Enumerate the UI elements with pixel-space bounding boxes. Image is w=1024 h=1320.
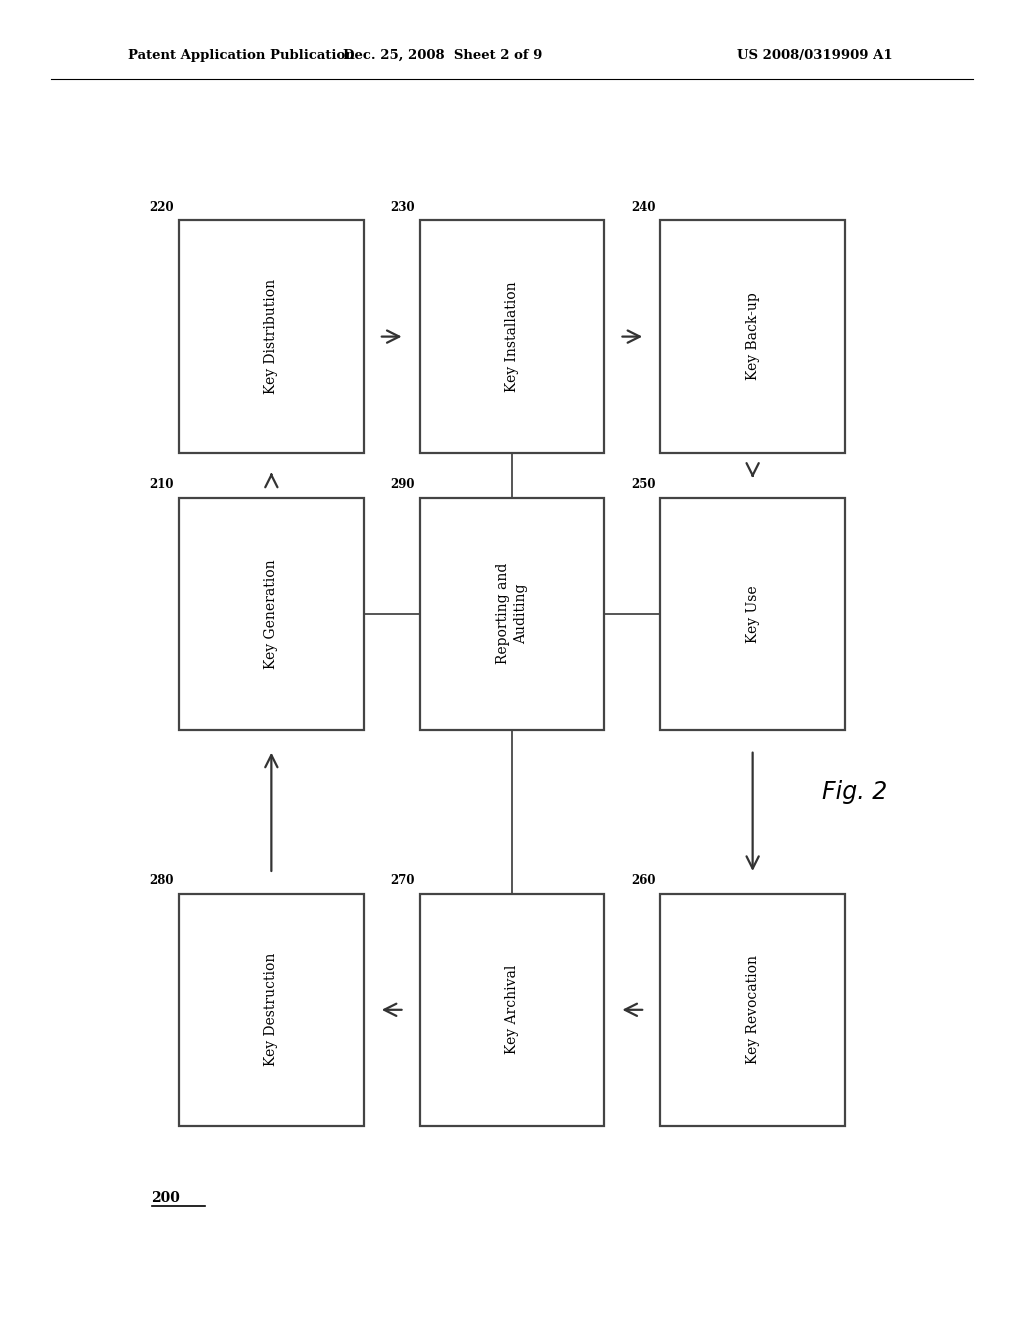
Bar: [660, 498, 845, 730]
Bar: [179, 498, 364, 730]
Bar: [420, 894, 604, 1126]
Bar: [179, 894, 364, 1126]
Text: 260: 260: [631, 874, 655, 887]
Text: 230: 230: [390, 201, 415, 214]
Bar: [179, 220, 364, 453]
Text: 250: 250: [631, 478, 655, 491]
Text: Key Revocation: Key Revocation: [745, 956, 760, 1064]
Text: 210: 210: [150, 478, 174, 491]
Text: Dec. 25, 2008  Sheet 2 of 9: Dec. 25, 2008 Sheet 2 of 9: [343, 49, 542, 62]
Text: Key Destruction: Key Destruction: [264, 953, 279, 1067]
Text: Key Installation: Key Installation: [505, 281, 519, 392]
Bar: [660, 220, 845, 453]
Text: Key Generation: Key Generation: [264, 558, 279, 669]
Text: 290: 290: [390, 478, 415, 491]
Text: 270: 270: [390, 874, 415, 887]
Text: Reporting and
Auditing: Reporting and Auditing: [497, 564, 527, 664]
Text: 240: 240: [631, 201, 655, 214]
Text: US 2008/0319909 A1: US 2008/0319909 A1: [737, 49, 893, 62]
Text: 220: 220: [150, 201, 174, 214]
Text: 280: 280: [150, 874, 174, 887]
Text: Key Use: Key Use: [745, 585, 760, 643]
Text: Key Archival: Key Archival: [505, 965, 519, 1055]
Text: Key Distribution: Key Distribution: [264, 279, 279, 395]
Bar: [420, 498, 604, 730]
Text: Patent Application Publication: Patent Application Publication: [128, 49, 354, 62]
Text: Fig. 2: Fig. 2: [822, 780, 888, 804]
Text: 200: 200: [152, 1191, 180, 1205]
Bar: [420, 220, 604, 453]
Bar: [660, 894, 845, 1126]
Text: Key Back-up: Key Back-up: [745, 293, 760, 380]
